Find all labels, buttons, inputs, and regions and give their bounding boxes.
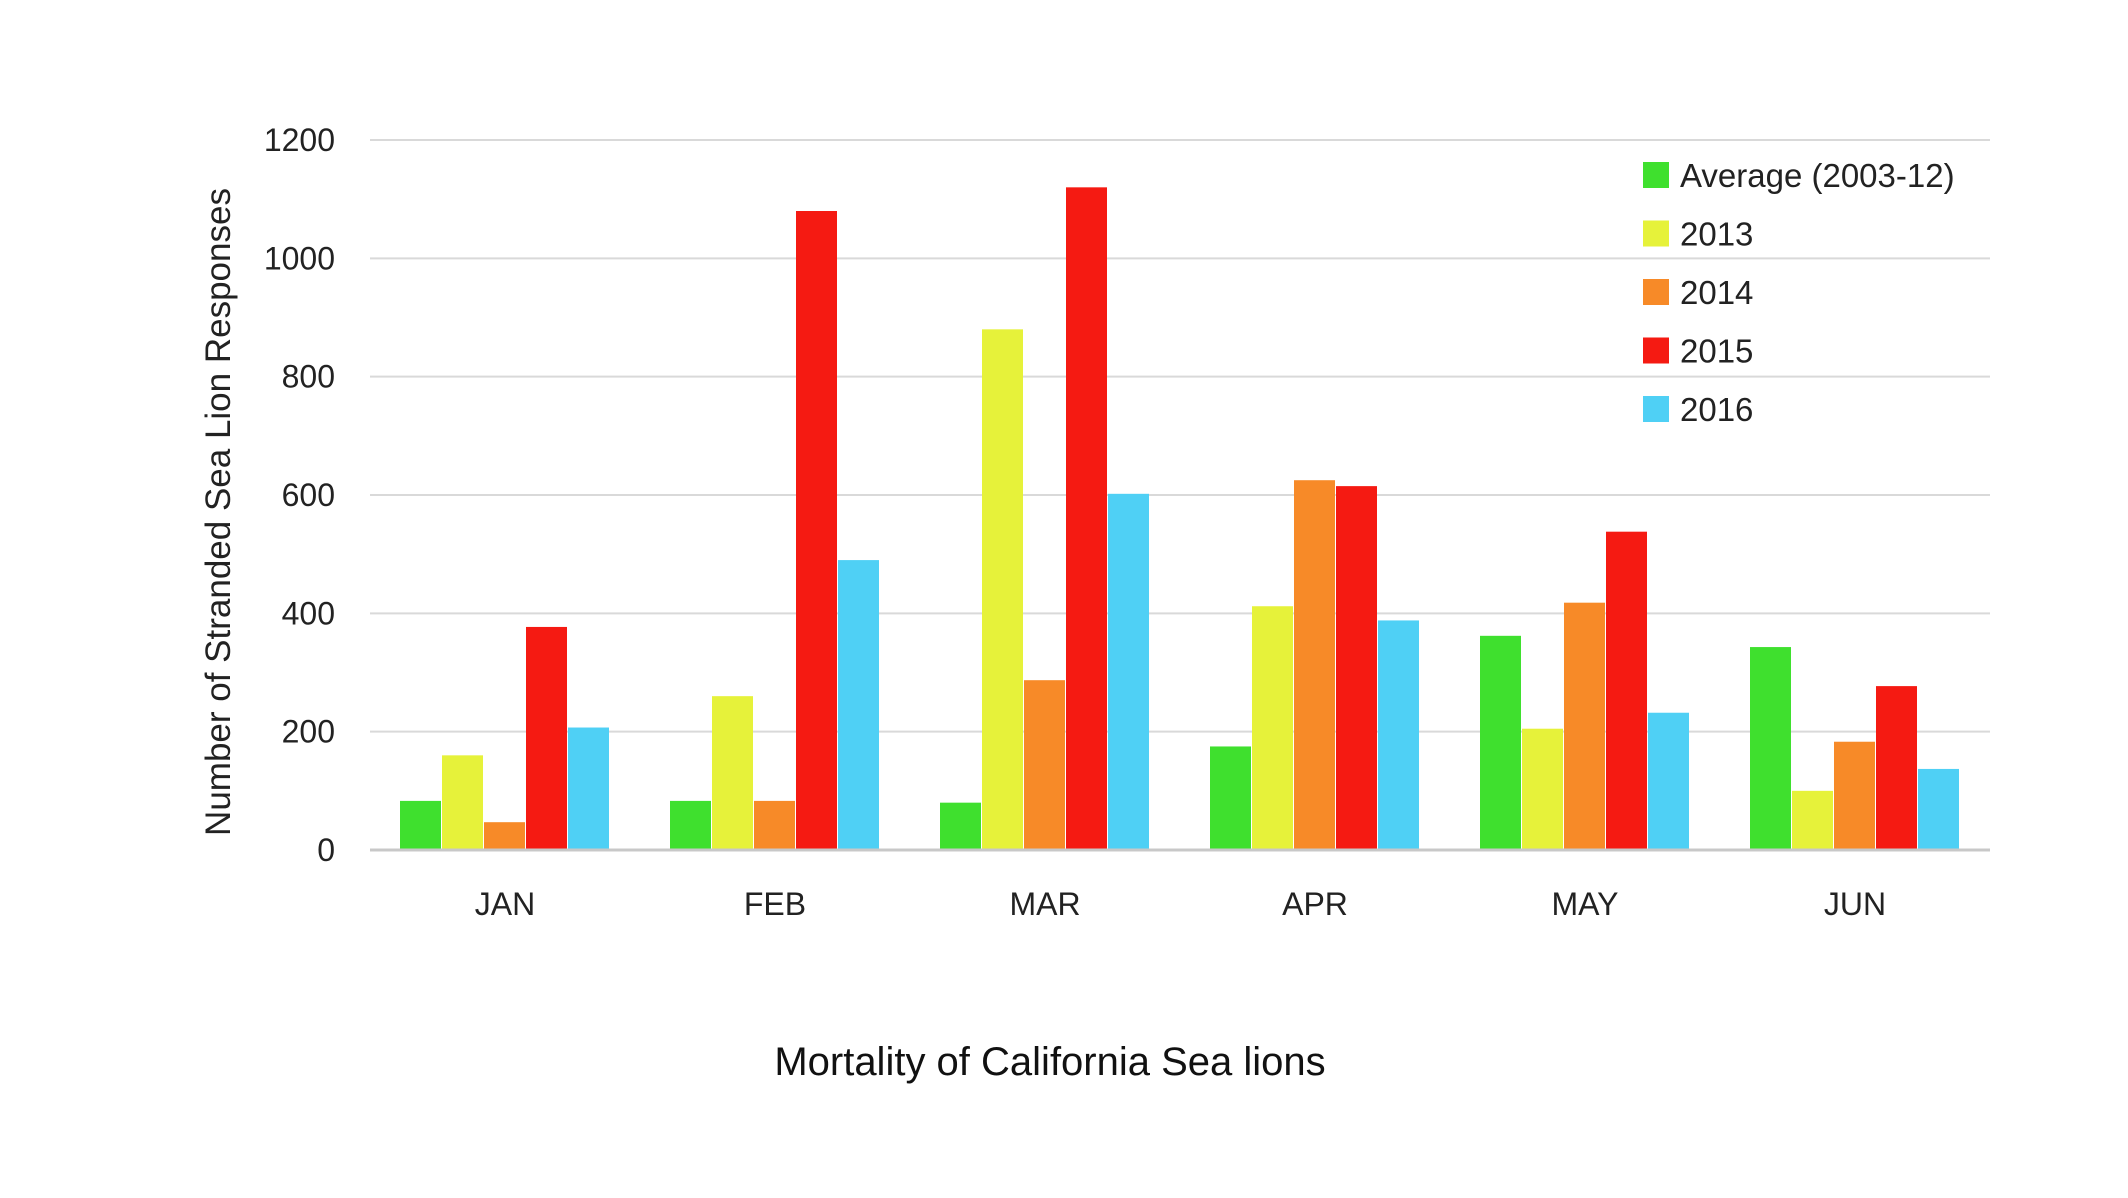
legend-label: 2016 [1680, 391, 1753, 428]
y-tick-label: 600 [282, 477, 335, 513]
legend-swatch [1643, 337, 1669, 364]
bar [1648, 712, 1689, 850]
y-tick-label: 1000 [264, 240, 335, 276]
legend-label: 2014 [1680, 274, 1753, 311]
axes: 0 200 400 600 800 1000 1200 JAN FEB MAR APR MAY JUN [264, 122, 1990, 922]
gridlines [370, 139, 1990, 733]
bars [400, 187, 1959, 851]
bar [712, 696, 753, 850]
legend: Average (2003-12) 2013 2014 2015 2016 [1643, 157, 1955, 428]
legend-label: 2013 [1680, 216, 1753, 253]
chart-title: Mortality of California Sea lions [774, 1040, 1325, 1084]
y-tick-label: 1200 [264, 122, 335, 158]
x-tick-label: FEB [744, 886, 806, 922]
legend-swatch [1643, 162, 1669, 188]
bar [670, 800, 711, 850]
y-tick-label: 200 [282, 714, 335, 750]
bar [442, 755, 483, 850]
bar [1066, 187, 1107, 851]
bar [1378, 620, 1419, 850]
legend-label: 2015 [1680, 333, 1753, 370]
bar [1024, 680, 1065, 850]
x-tick-label: MAY [1552, 886, 1619, 922]
bar [568, 727, 609, 850]
bar [1108, 493, 1149, 850]
y-tick-label: 400 [282, 595, 335, 631]
legend-swatch [1643, 396, 1669, 422]
bar [1522, 728, 1563, 850]
bar [484, 822, 525, 850]
bar [1336, 486, 1377, 850]
bar [1294, 480, 1335, 850]
bar [1750, 647, 1791, 850]
bar [796, 211, 837, 850]
bar [1564, 602, 1605, 850]
x-tick-label: MAR [1009, 886, 1080, 922]
legend-swatch [1643, 279, 1669, 305]
bar [1252, 606, 1293, 850]
bar [400, 800, 441, 850]
bar [754, 800, 795, 850]
x-tick-label: JUN [1824, 886, 1886, 922]
bar [1480, 635, 1521, 850]
y-axis-label: Number of Stranded Sea Lion Responses [199, 188, 238, 836]
bar [838, 560, 879, 850]
bar [526, 626, 567, 850]
y-tick-label: 800 [282, 359, 335, 395]
legend-swatch [1643, 220, 1669, 247]
bar [982, 329, 1023, 850]
x-tick-label: APR [1282, 886, 1348, 922]
bar [1210, 746, 1251, 850]
bar [1876, 686, 1917, 850]
bar [1918, 768, 1959, 850]
x-tick-label: JAN [475, 886, 535, 922]
bar [940, 802, 981, 850]
legend-label: Average (2003-12) [1680, 157, 1955, 194]
bar [1606, 531, 1647, 850]
y-tick-label: 0 [317, 832, 335, 868]
bar [1834, 741, 1875, 850]
bar [1792, 790, 1833, 850]
